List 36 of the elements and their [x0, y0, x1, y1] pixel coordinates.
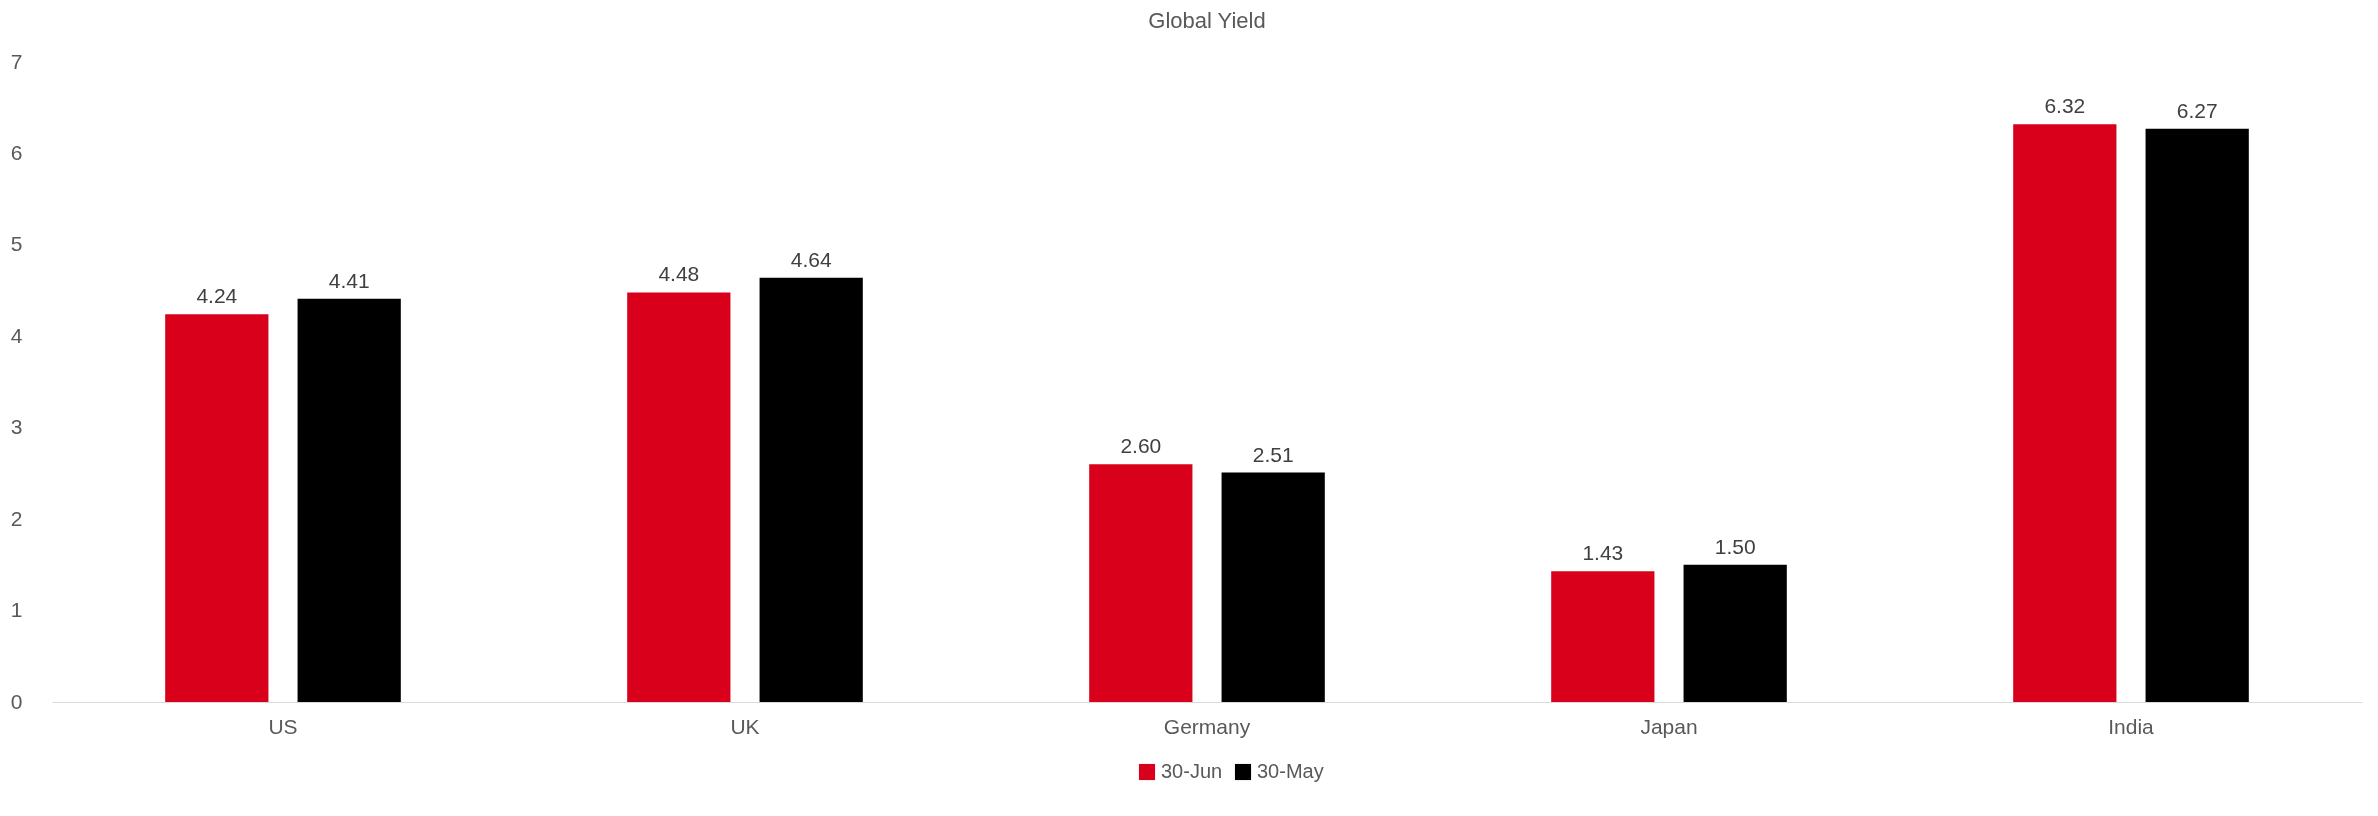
data-label: 2.51: [1252, 442, 1294, 466]
data-label: 1.50: [1714, 534, 1756, 558]
x-tick-label: Germany: [1163, 714, 1251, 738]
data-label: 4.41: [328, 268, 370, 292]
x-tick-label: India: [2108, 714, 2155, 738]
bar: [165, 314, 269, 702]
data-label: 6.32: [2044, 94, 2086, 118]
data-label: 6.27: [2176, 98, 2218, 122]
y-tick-label: 0: [10, 689, 23, 713]
y-tick-label: 4: [10, 323, 23, 347]
y-tick-label: 5: [10, 232, 23, 256]
y-tick-label: 7: [10, 49, 23, 73]
bar: [759, 277, 863, 702]
bar: [1221, 472, 1325, 702]
data-label: 4.64: [790, 247, 832, 271]
y-tick-label: 1: [10, 598, 23, 622]
x-tick-label: Japan: [1640, 714, 1698, 738]
bar: [2013, 124, 2117, 702]
chart-title: Global Yield: [1148, 8, 1266, 33]
bar: [1683, 564, 1787, 702]
y-tick-label: 6: [10, 140, 23, 164]
data-label: 2.60: [1120, 434, 1162, 458]
legend-label: 30-Jun: [1161, 760, 1223, 782]
bar: [297, 298, 401, 702]
data-label: 1.43: [1582, 541, 1624, 565]
bar: [2145, 128, 2249, 702]
data-label: 4.48: [658, 262, 700, 286]
bar: [1551, 571, 1655, 702]
x-tick-label: UK: [730, 714, 760, 738]
y-tick-label: 3: [10, 415, 23, 439]
x-tick-label: US: [268, 714, 298, 738]
y-tick-label: 2: [10, 506, 23, 530]
bar: [1089, 464, 1193, 702]
data-label: 4.24: [196, 284, 238, 308]
legend-label: 30-May: [1257, 760, 1324, 782]
bar: [627, 292, 731, 702]
